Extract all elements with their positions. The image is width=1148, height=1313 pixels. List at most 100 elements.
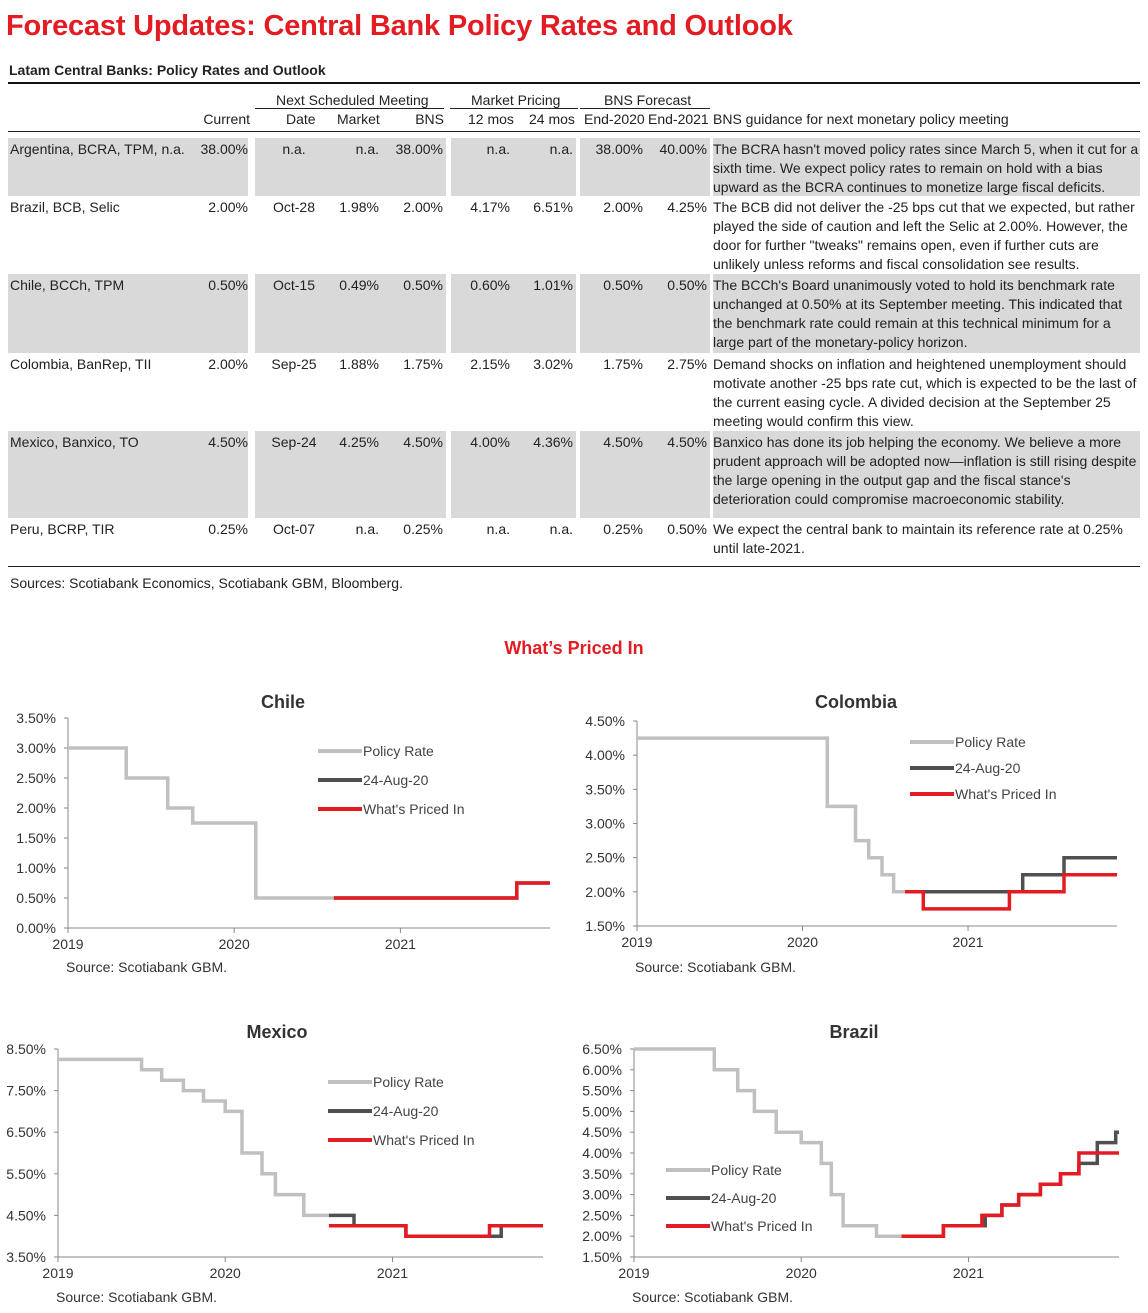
cell-guidance: Demand shocks on inflation and heightene… <box>713 356 1137 429</box>
legend-label: 24-Aug-20 <box>955 760 1021 776</box>
cell-m24: 4.36% <box>533 434 573 450</box>
col-12mos: 12 mos <box>468 111 514 127</box>
col-date: Date <box>286 111 316 127</box>
cell-market: 4.25% <box>339 434 379 450</box>
legend-label: Policy Rate <box>955 734 1026 750</box>
y-tick-label: 4.00% <box>582 1145 622 1161</box>
y-tick-label: 1.00% <box>16 860 56 876</box>
x-tick-label: 2020 <box>786 1265 817 1281</box>
x-tick-label: 2021 <box>385 936 416 952</box>
row-shading <box>255 138 446 196</box>
cell-m12: n.a. <box>486 521 510 537</box>
cell-m24: n.a. <box>549 521 573 537</box>
y-tick-label: 0.00% <box>16 920 56 936</box>
x-tick-label: 2019 <box>621 934 652 950</box>
y-tick-label: 3.50% <box>585 781 625 797</box>
col-guidance: BNS guidance for next monetary policy me… <box>713 111 1009 127</box>
cell-date: n.a. <box>282 141 306 157</box>
y-tick-label: 8.50% <box>6 1041 46 1057</box>
y-tick-label: 3.50% <box>6 1249 46 1265</box>
y-tick-label: 4.00% <box>585 747 625 763</box>
table-row: Colombia, BanRep, TII 2.00% Sep-25 1.88% 1.7… <box>8 353 1140 431</box>
cell-end2021: 2.75% <box>667 356 707 372</box>
cell-guidance: Banxico has done its job helping the eco… <box>713 434 1137 507</box>
cell-current: 38.00% <box>200 141 248 157</box>
cell-bns: 2.00% <box>403 199 443 215</box>
chart-title: Mexico <box>246 1022 307 1042</box>
cell-bns: 0.25% <box>403 521 443 537</box>
row-shading <box>580 138 710 196</box>
cell-end2021: 0.50% <box>667 277 707 293</box>
series-line-priced-in <box>333 881 550 900</box>
col-market: Market <box>337 111 380 127</box>
series-line-priced-in <box>328 1224 543 1238</box>
cell-m12: 2.15% <box>470 356 510 372</box>
cell-m24: 6.51% <box>533 199 573 215</box>
cell-current: 0.50% <box>208 277 248 293</box>
series-line-priced-in <box>905 873 1117 911</box>
chart-title: Colombia <box>815 692 898 712</box>
y-tick-label: 4.50% <box>585 713 625 729</box>
y-tick-label: 3.50% <box>582 1166 622 1182</box>
row-shading <box>8 138 248 196</box>
cell-date: Oct-15 <box>272 277 315 293</box>
row-shading <box>255 274 446 353</box>
bank-name: Argentina, BCRA, TPM, n.a. <box>10 141 185 157</box>
y-tick-label: 6.50% <box>582 1041 622 1057</box>
y-tick-label: 1.50% <box>585 918 625 934</box>
series-line-policy-rate <box>634 1047 902 1238</box>
y-tick-label: 5.50% <box>6 1166 46 1182</box>
bank-name: Colombia, BanRep, TII <box>10 356 152 372</box>
series-line-aug24 <box>901 1130 1119 1238</box>
table-title: Latam Central Banks: Policy Rates and Ou… <box>9 62 326 78</box>
y-tick-label: 6.00% <box>582 1062 622 1078</box>
col-bns: BNS <box>415 111 444 127</box>
row-shading <box>255 431 446 518</box>
y-tick-label: 5.50% <box>582 1083 622 1099</box>
group-rule-market-pricing <box>450 108 578 109</box>
row-shading <box>580 274 710 353</box>
y-tick-label: 2.00% <box>585 884 625 900</box>
chart-title: Chile <box>261 692 305 712</box>
cell-m12: 0.60% <box>470 277 510 293</box>
bank-name: Chile, BCCh, TPM <box>10 277 125 293</box>
chart-title: Brazil <box>829 1022 878 1042</box>
group-rule-next-meeting <box>255 108 444 109</box>
x-tick-label: 2021 <box>377 1265 408 1281</box>
cell-current: 0.25% <box>208 521 248 537</box>
cell-m12: 4.00% <box>470 434 510 450</box>
y-tick-label: 2.50% <box>585 850 625 866</box>
legend-label: Policy Rate <box>373 1074 444 1090</box>
bank-name: Peru, BCRP, TIR <box>10 521 115 537</box>
table-row: Argentina, BCRA, TPM, n.a. 38.00% n.a. n.a.… <box>8 138 1140 196</box>
bank-name: Brazil, BCB, Selic <box>10 199 120 215</box>
series-line-priced-in <box>901 1151 1119 1238</box>
y-tick-label: 1.50% <box>582 1249 622 1265</box>
cell-end2020: 4.50% <box>603 434 643 450</box>
cell-date: Sep-25 <box>271 356 317 372</box>
cell-m12: 4.17% <box>470 199 510 215</box>
header-rule <box>8 131 1140 132</box>
y-tick-label: 0.50% <box>16 890 56 906</box>
chart-chile: Chile 0.00% 0.50% 1.00% 1.50% 2.00% 2.50% 3.00%… <box>0 688 560 978</box>
y-tick-label: 7.50% <box>6 1083 46 1099</box>
cell-m24: 3.02% <box>533 356 573 372</box>
y-tick-label: 2.00% <box>582 1228 622 1244</box>
y-tick-label: 2.50% <box>16 770 56 786</box>
chart-colombia: Colombia 1.50% 2.00% 2.50% 3.00% 3.50% 4.00% 4.… <box>574 688 1134 978</box>
legend-label: Policy Rate <box>363 743 434 759</box>
col-end2021: End-2021 <box>648 111 709 127</box>
table-row: Peru, BCRP, TIR 0.25% Oct-07 n.a. 0.25% n.a. n… <box>8 518 1140 558</box>
y-tick-label: 3.50% <box>16 710 56 726</box>
series-line-policy-rate <box>58 1057 329 1218</box>
x-tick-label: 2020 <box>210 1265 241 1281</box>
y-tick-label: 3.00% <box>582 1187 622 1203</box>
y-tick-label: 1.50% <box>16 830 56 846</box>
x-tick-label: 2020 <box>219 936 250 952</box>
cell-guidance: We expect the central bank to maintain i… <box>713 521 1123 556</box>
cell-market: n.a. <box>355 521 379 537</box>
group-next-meeting: Next Scheduled Meeting <box>276 92 429 108</box>
x-tick-label: 2019 <box>618 1265 649 1281</box>
series-line-aug24 <box>905 855 1117 894</box>
group-market-pricing: Market Pricing <box>471 92 561 108</box>
